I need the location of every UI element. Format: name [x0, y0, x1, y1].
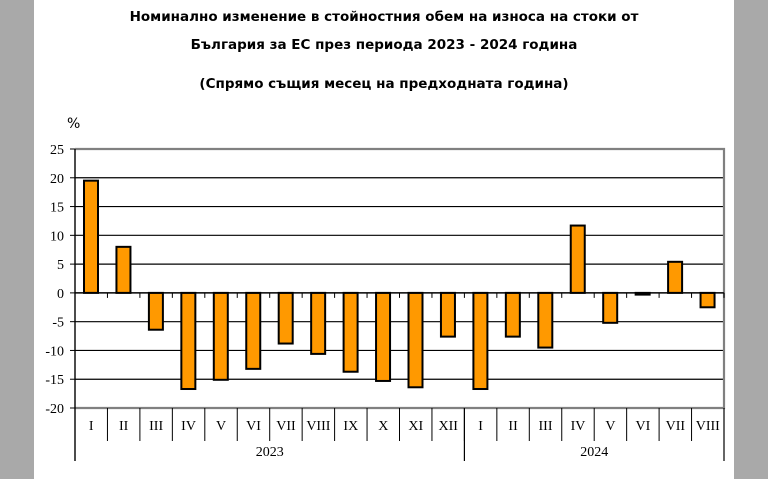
category-label: III: [149, 419, 163, 434]
plot-border: [75, 147, 726, 410]
y-tick-label: -20: [45, 402, 64, 417]
category-label: III: [539, 419, 553, 434]
bar-5: [212, 291, 229, 381]
bar-16: [569, 224, 586, 294]
bar-12: [439, 291, 456, 338]
category-label: VIII: [306, 419, 330, 434]
category-label: IX: [343, 419, 358, 434]
year-label-2023: 2023: [256, 445, 284, 460]
category-label: V: [605, 419, 615, 434]
bars: [83, 179, 716, 391]
y-tick-label: -5: [52, 316, 64, 331]
year-label-2024: 2024: [580, 445, 608, 460]
bar-4: [180, 291, 197, 391]
category-label: VII: [666, 419, 686, 434]
category-label: II: [119, 419, 129, 434]
category-label: VI: [246, 419, 261, 434]
bar-17: [602, 291, 619, 324]
chart-title-line-1: Номинално изменение в стойностния обем н…: [129, 9, 639, 25]
category-label: I: [89, 419, 94, 434]
bar-3: [147, 291, 164, 331]
y-axis: 25 20 15 10 5 0 -5 -10 -15 -20: [45, 143, 76, 461]
bar-7: [277, 291, 294, 345]
category-label: X: [378, 419, 388, 434]
bar-1: [83, 179, 99, 294]
y-tick-label: 15: [50, 201, 64, 216]
bar-13: [472, 291, 489, 391]
bar-8: [310, 291, 327, 355]
y-tick-label: 0: [57, 287, 64, 302]
bar-11: [407, 291, 424, 389]
bar-2: [115, 245, 132, 294]
category-label: XII: [438, 419, 458, 434]
category-label: IV: [181, 419, 196, 434]
y-axis-unit-label: %: [67, 116, 81, 132]
bar-14: [504, 291, 521, 338]
category-label: II: [508, 419, 518, 434]
category-label: I: [478, 419, 483, 434]
bar-6: [245, 291, 262, 370]
category-label: IV: [571, 419, 586, 434]
gridlines: [75, 147, 726, 410]
category-label: XI: [408, 419, 423, 434]
bar-15: [537, 291, 554, 349]
x-axis: I II III IV V VI VII VIII IX X XI XII I II III IV V VI VII…: [75, 292, 725, 461]
y-tick-label: 10: [50, 229, 64, 244]
y-tick-label: -15: [45, 373, 64, 388]
category-label: V: [216, 419, 226, 434]
bar-19: [667, 260, 684, 294]
chart-panel: [34, 0, 734, 479]
bar-9: [342, 291, 359, 373]
category-label: VIII: [696, 419, 720, 434]
bar-10: [375, 291, 392, 382]
y-tick-label: -10: [45, 344, 64, 359]
y-tick-label: 5: [57, 258, 64, 273]
chart-subtitle: (Спрямо същия месец на предходната годин…: [199, 76, 569, 92]
category-label: VI: [635, 419, 650, 434]
category-label: VII: [276, 419, 296, 434]
y-tick-label: 25: [50, 143, 64, 158]
y-tick-label: 20: [50, 172, 64, 187]
bar-20: [699, 291, 716, 309]
chart-title-line-2: България за ЕС през периода 2023 - 2024 …: [190, 37, 578, 53]
